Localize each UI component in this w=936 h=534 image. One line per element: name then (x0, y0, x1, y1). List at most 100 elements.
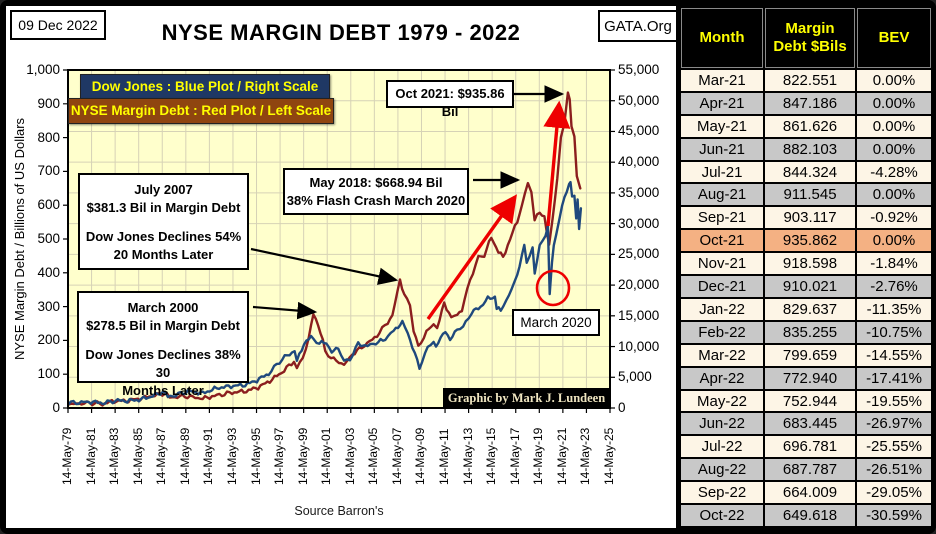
x-tick-label: 14-May-05 (366, 427, 381, 485)
table-cell-bev: -17.41% (857, 367, 931, 389)
table-cell-bev: 0.00% (857, 230, 931, 252)
x-tick-label: 14-May-21 (554, 427, 569, 485)
annotation-line: Dow Jones Declines 38% 30 (85, 347, 241, 380)
y-left-tick-label: 100 (37, 366, 60, 382)
x-tick-label: 14-May-25 (602, 427, 616, 485)
table-cell-bev: -14.55% (857, 344, 931, 366)
annotation-line: 38% Flash Crash March 2020 (286, 193, 466, 208)
x-tick-label: 14-May-87 (154, 427, 169, 485)
annotation-line: $381.3 Bil in Margin Debt (86, 200, 241, 215)
table-cell-bev: -11.35% (857, 298, 931, 320)
legend-item: NYSE Margin Debt : Red Plot / Left Scale (68, 98, 334, 124)
table-header-margin: Margin Debt $Bils (765, 8, 855, 68)
y-right-tick-label: 5,000 (618, 369, 652, 385)
x-tick-label: 14-May-85 (130, 427, 145, 485)
x-tick-label: 14-May-17 (507, 427, 522, 485)
table-cell-bev: -19.55% (857, 390, 931, 412)
table-cell-month: Sep-22 (681, 482, 763, 504)
table-header-bev: BEV (857, 8, 931, 68)
x-tick-label: 14-May-83 (107, 427, 122, 485)
trend-arrow (426, 194, 517, 320)
table-cell-debt: 918.598 (765, 253, 855, 275)
dow-jones-line (67, 180, 583, 406)
x-tick-label: 14-May-01 (319, 427, 334, 485)
trend-arrow (543, 100, 571, 227)
y-left-tick-label: 700 (37, 163, 60, 179)
table-cell-bev: 0.00% (857, 115, 931, 137)
table-cell-debt: 822.551 (765, 70, 855, 91)
x-tick-label: 14-May-93 (224, 427, 239, 485)
x-tick-label: 14-May-95 (248, 427, 263, 485)
annotation-march-2020: March 2020 (512, 309, 600, 336)
table-cell-bev: -26.97% (857, 413, 931, 435)
annotation-line: Months Later (122, 383, 204, 398)
annotation-may-2018: May 2018: $668.94 Bil 38% Flash Crash Mar… (283, 168, 469, 215)
annotation-line (80, 217, 247, 228)
y-right-tick-label: 0 (618, 400, 626, 415)
annotation-oct-2021: Oct 2021: $935.86 Bil (386, 80, 514, 119)
annotation-line: $278.5 Bil in Margin Debt (86, 318, 240, 333)
table-cell-bev: -1.84% (857, 253, 931, 275)
x-tick-label: 14-May-19 (531, 427, 546, 485)
table-cell-debt: 844.324 (765, 161, 855, 183)
table-cell-month: Jun-21 (681, 138, 763, 160)
table-cell-bev: 0.00% (857, 92, 931, 114)
source-label: Source Barron's (294, 504, 384, 518)
y-left-tick-label: 500 (37, 231, 60, 246)
table-cell-month: Jul-21 (681, 161, 763, 183)
table-cell-month: Jan-22 (681, 298, 763, 320)
y-right-tick-label: 30,000 (618, 215, 660, 231)
table-cell-month: Oct-22 (681, 505, 763, 526)
y-left-tick-label: 200 (37, 332, 60, 348)
x-tick-label: 14-May-97 (272, 427, 287, 485)
table-cell-bev: -25.55% (857, 436, 931, 458)
table-cell-month: May-21 (681, 115, 763, 137)
table-cell-debt: 752.944 (765, 390, 855, 412)
table-cell-month: Dec-21 (681, 276, 763, 297)
y-left-tick-label: 400 (37, 264, 60, 280)
x-tick-label: 14-May-91 (201, 427, 216, 485)
x-tick-label: 14-May-13 (460, 427, 475, 485)
table-cell-month: Sep-21 (681, 207, 763, 229)
table-cell-bev: -4.28% (857, 161, 931, 183)
y-left-tick-label: 1,000 (26, 62, 60, 77)
table-cell-debt: 687.787 (765, 459, 855, 481)
margin-debt-table: Month Margin Debt $Bils BEV Mar-21 822.551 0.0… (681, 8, 931, 526)
table-cell-month: Mar-22 (681, 344, 763, 366)
x-tick-label: 14-May-99 (295, 427, 310, 485)
y-left-tick-label: 900 (37, 95, 60, 111)
annotation-line: Dow Jones Declines 54% (85, 229, 242, 244)
x-tick-label: 14-May-81 (83, 427, 98, 485)
y-right-tick-label: 20,000 (618, 277, 660, 293)
table-cell-bev: -10.75% (857, 321, 931, 343)
chart-title: NYSE MARGIN DEBT 1979 - 2022 (161, 20, 521, 45)
org-label: GATA.Org (598, 10, 678, 42)
table-cell-bev: -26.51% (857, 459, 931, 481)
table-cell-debt: 696.781 (765, 436, 855, 458)
table-cell-bev: -0.92% (857, 207, 931, 229)
annotation-line: March 2000 (127, 300, 199, 315)
table-cell-bev: -2.76% (857, 276, 931, 297)
y-right-tick-label: 50,000 (618, 92, 660, 108)
table-cell-month: Feb-22 (681, 321, 763, 343)
table-cell-debt: 910.021 (765, 276, 855, 297)
table-cell-debt: 799.659 (765, 344, 855, 366)
annotation-line: 20 Months Later (113, 247, 214, 262)
annotation-line: July 2007 (134, 182, 193, 197)
margin-debt-table-panel: Month Margin Debt $Bils BEV Mar-21 822.551 0.0… (676, 0, 936, 534)
table-cell-debt: 829.637 (765, 298, 855, 320)
table-header-month: Month (681, 8, 763, 68)
table-cell-month: Apr-21 (681, 92, 763, 114)
table-cell-debt: 911.545 (765, 184, 855, 206)
table-cell-debt: 935.862 (765, 230, 855, 252)
table-cell-debt: 903.117 (765, 207, 855, 229)
table-cell-debt: 835.255 (765, 321, 855, 343)
credit-label: Graphic by Mark J. Lundeen (443, 388, 610, 408)
table-cell-bev: -29.05% (857, 482, 931, 504)
x-tick-label: 14-May-89 (177, 427, 192, 485)
table-cell-debt: 664.009 (765, 482, 855, 504)
table-cell-month: Aug-21 (681, 184, 763, 206)
date-label: 09 Dec 2022 (10, 10, 106, 40)
y-right-tick-label: 35,000 (618, 184, 660, 200)
